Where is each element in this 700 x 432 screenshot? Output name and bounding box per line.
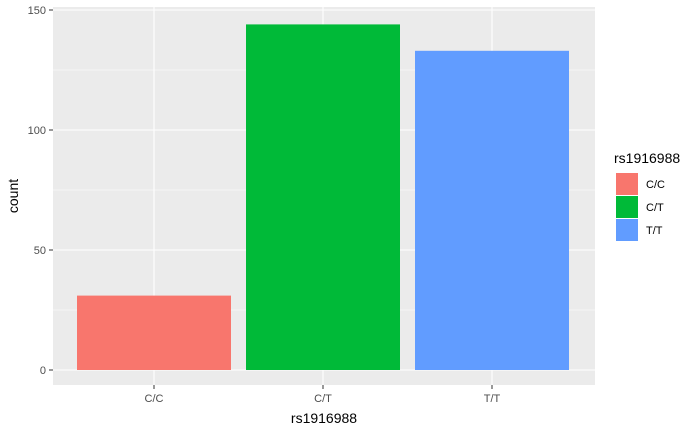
x-tick-label: C/C [145, 393, 164, 405]
bar-c-t [246, 24, 400, 371]
y-tick-label: 0 [40, 365, 46, 377]
y-axis: 0 50 100 150 [28, 5, 53, 377]
x-tick-label: C/T [314, 393, 332, 405]
legend-label: C/C [646, 179, 665, 191]
x-axis: C/C C/T T/T [145, 385, 501, 405]
legend: rs1916988 C/C C/T T/T [614, 150, 680, 241]
legend-swatch [616, 196, 638, 218]
x-axis-title: rs1916988 [291, 410, 357, 426]
legend-swatch [616, 173, 638, 195]
y-tick-label: 150 [28, 5, 46, 17]
legend-label: C/T [646, 202, 664, 214]
legend-swatch [616, 219, 638, 241]
bars [77, 24, 569, 371]
x-tick-label: T/T [484, 393, 501, 405]
y-tick-label: 50 [34, 245, 46, 257]
y-axis-title: count [5, 179, 21, 213]
legend-title: rs1916988 [614, 150, 680, 166]
bar-c-c [77, 295, 231, 370]
legend-label: T/T [646, 225, 663, 237]
bar-t-t [415, 50, 569, 371]
y-tick-label: 100 [28, 125, 46, 137]
